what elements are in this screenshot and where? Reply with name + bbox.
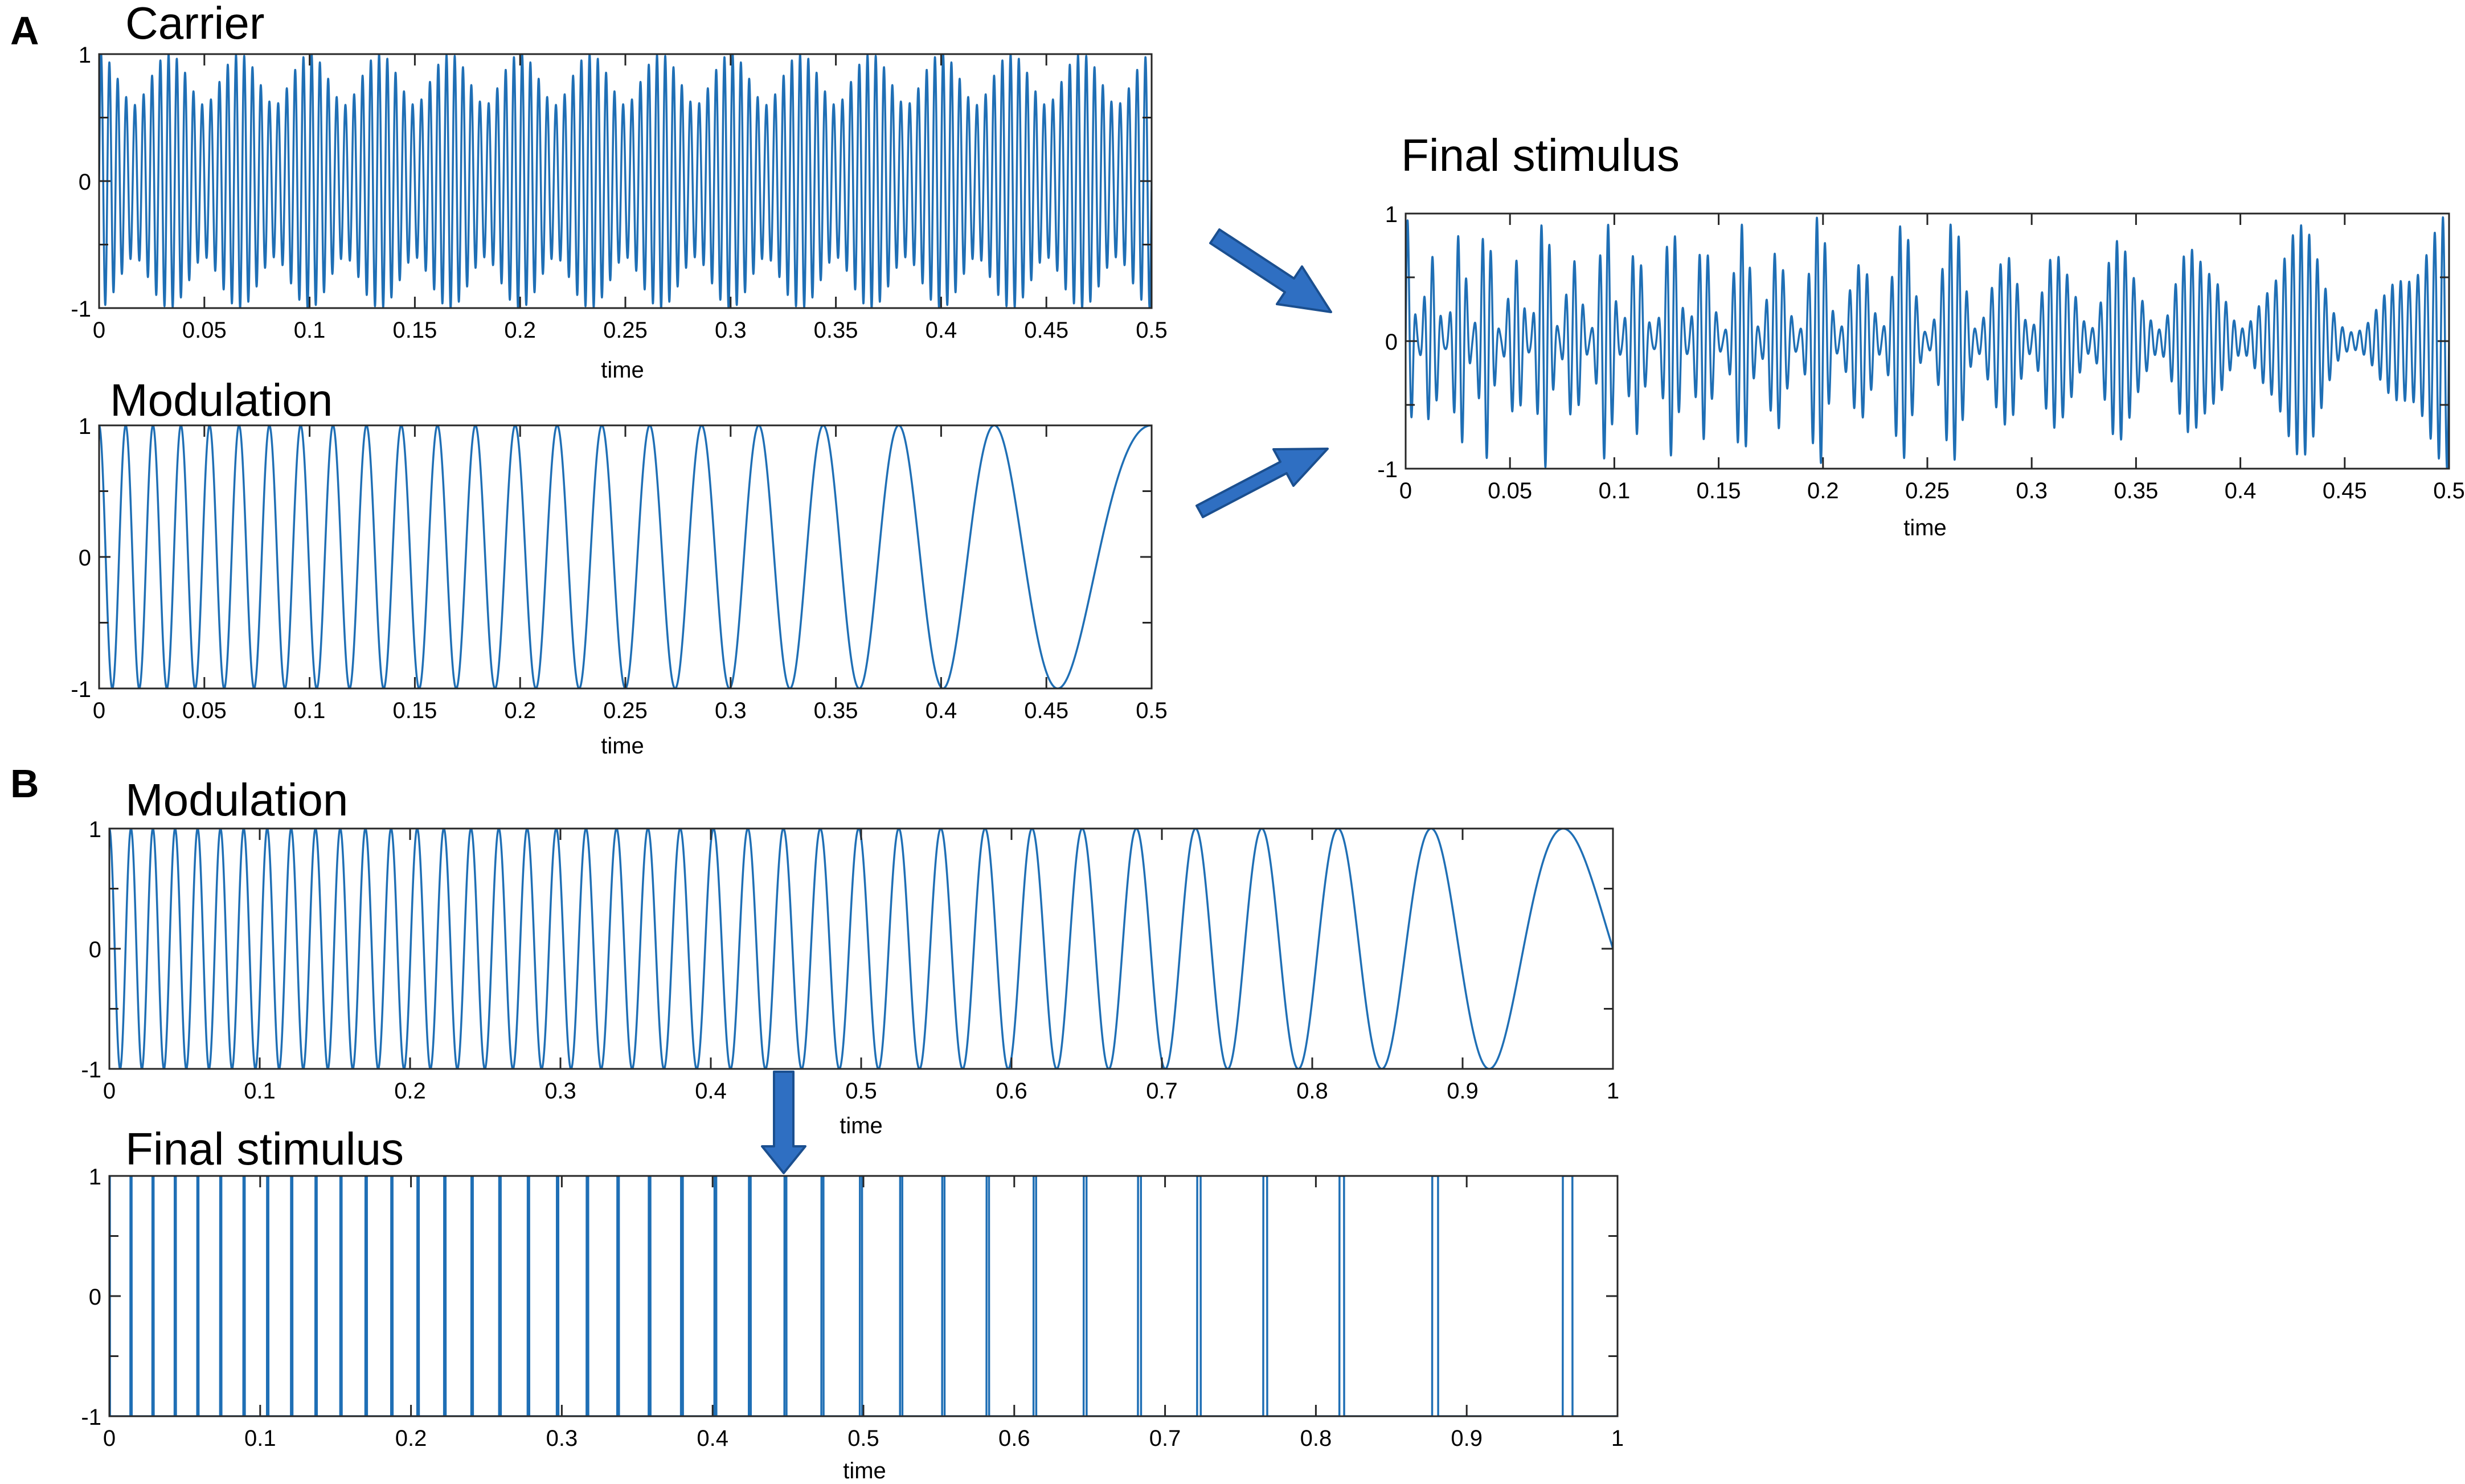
x-tick-label: 0.35 xyxy=(814,318,858,343)
x-tick-label: 0.6 xyxy=(998,1426,1030,1451)
y-tick-label: 0 xyxy=(79,546,91,571)
x-tick-label: 0.25 xyxy=(603,698,648,723)
final-stimulus-chart-b: Final stimulus time 0 0.1 0.2 0.3 0.4 0.5 0.6 0… xyxy=(81,1124,1624,1483)
y-tick-label: 1 xyxy=(89,1165,101,1190)
x-tick-label: 0.8 xyxy=(1300,1426,1332,1451)
x-tick-label: 0.2 xyxy=(395,1426,427,1451)
x-tick-label: 0.8 xyxy=(1296,1079,1328,1104)
x-tick-label: 0.5 xyxy=(845,1079,877,1104)
x-tick-label: 0.2 xyxy=(504,318,536,343)
x-tick-label: 0.3 xyxy=(546,1426,578,1451)
chart-title: Modulation xyxy=(125,774,348,825)
x-tick-label: 1 xyxy=(1611,1426,1624,1451)
x-tick-label: 0 xyxy=(93,318,105,343)
x-tick-label: 0.4 xyxy=(926,698,957,723)
arrow-modulation-to-final-b xyxy=(761,1071,806,1174)
x-tick-label: 0.3 xyxy=(2016,478,2048,503)
x-tick-label: 0.1 xyxy=(244,1426,276,1451)
x-tick-label: 0 xyxy=(103,1426,116,1451)
x-axis-label: time xyxy=(1903,515,1947,540)
panel-label-a: A xyxy=(10,9,39,53)
x-tick-label: 0.1 xyxy=(244,1079,276,1104)
x-tick-label: 0.45 xyxy=(1024,318,1068,343)
y-tick-label: 1 xyxy=(79,414,91,439)
arrow-modulation-to-final xyxy=(1195,448,1329,518)
x-axis-label: time xyxy=(601,358,644,383)
x-tick-label: 0.05 xyxy=(182,318,227,343)
y-tick-label: 0 xyxy=(1385,330,1398,355)
y-tick-label: 0 xyxy=(89,937,101,962)
x-tick-label: 1 xyxy=(1607,1079,1619,1104)
x-tick-label: 0.2 xyxy=(1807,478,1839,503)
x-tick-label: 0.15 xyxy=(392,318,437,343)
x-tick-label: 0.1 xyxy=(294,318,326,343)
x-tick-label: 0.25 xyxy=(1905,478,1950,503)
x-axis-label: time xyxy=(843,1458,886,1483)
x-tick-label: 0.3 xyxy=(544,1079,576,1104)
arrows xyxy=(761,228,1332,1174)
x-tick-label: 0.15 xyxy=(392,698,437,723)
data-series-line xyxy=(1406,216,2449,469)
arrow-carrier-to-final xyxy=(1209,228,1332,313)
x-axis-label: time xyxy=(840,1113,883,1138)
x-tick-label: 0.6 xyxy=(996,1079,1027,1104)
x-tick-label: 0.45 xyxy=(1024,698,1068,723)
x-tick-label: 0.7 xyxy=(1149,1426,1181,1451)
final-stimulus-chart: Final stimulus time 0 0.05 0.1 0.15 0.2 0.25 0… xyxy=(1377,130,2464,540)
x-tick-label: 0.5 xyxy=(1136,318,1168,343)
y-tick-label: 0 xyxy=(89,1285,101,1310)
x-tick-label: 0 xyxy=(93,698,105,723)
x-tick-label: 0.4 xyxy=(926,318,957,343)
x-tick-label: 0 xyxy=(1399,478,1412,503)
y-tick-label: -1 xyxy=(71,677,91,702)
x-tick-label: 0.2 xyxy=(504,698,536,723)
chart-title: Final stimulus xyxy=(125,1124,404,1174)
x-tick-label: 0.4 xyxy=(2225,478,2257,503)
x-tick-label: 0 xyxy=(103,1079,116,1104)
y-tick-label: -1 xyxy=(81,1405,101,1430)
x-tick-label: 0.05 xyxy=(1488,478,1532,503)
data-series-line xyxy=(99,54,1152,308)
x-tick-label: 0.9 xyxy=(1451,1426,1483,1451)
x-tick-label: 0.45 xyxy=(2323,478,2367,503)
x-tick-label: 0.3 xyxy=(715,318,747,343)
modulation-chart-b: Modulation time 0 0.1 0.2 0.3 0.4 0.5 0.6 0.7 0.… xyxy=(81,774,1619,1138)
y-tick-label: -1 xyxy=(71,297,91,322)
y-tick-label: 1 xyxy=(89,817,101,842)
x-tick-label: 0.7 xyxy=(1146,1079,1178,1104)
x-tick-label: 0.35 xyxy=(2114,478,2158,503)
data-series-line xyxy=(99,425,1152,688)
x-tick-label: 0.4 xyxy=(697,1426,728,1451)
chart-title: Final stimulus xyxy=(1401,130,1680,181)
y-tick-label: -1 xyxy=(81,1057,101,1083)
chart-title: Modulation xyxy=(110,375,333,425)
x-tick-label: 0.3 xyxy=(715,698,747,723)
chart-title: Carrier xyxy=(125,0,264,48)
y-tick-label: 0 xyxy=(79,170,91,195)
x-tick-label: 0.5 xyxy=(847,1426,879,1451)
x-tick-label: 0.15 xyxy=(1697,478,1741,503)
x-tick-label: 0.2 xyxy=(394,1079,426,1104)
x-tick-label: 0.25 xyxy=(603,318,648,343)
y-tick-label: -1 xyxy=(1377,457,1398,482)
x-tick-label: 0.35 xyxy=(814,698,858,723)
x-tick-label: 0.4 xyxy=(695,1079,727,1104)
x-tick-label: 0.1 xyxy=(1599,478,1631,503)
x-tick-label: 0.5 xyxy=(2433,478,2465,503)
modulation-chart: Modulation time 0 0.05 0.1 0.15 0.2 0.25 0.3 0.… xyxy=(71,375,1167,759)
x-tick-label: 0.5 xyxy=(1136,698,1168,723)
x-tick-label: 0.1 xyxy=(294,698,326,723)
y-tick-label: 1 xyxy=(79,43,91,68)
panel-label-b: B xyxy=(10,761,39,806)
carrier-chart: Carrier time 0 0.05 0.1 0.15 0.2 0.25 0.3 0.35 0… xyxy=(71,0,1167,383)
x-tick-label: 0.9 xyxy=(1447,1079,1479,1104)
x-axis-label: time xyxy=(601,733,644,759)
y-tick-label: 1 xyxy=(1385,202,1398,227)
x-tick-label: 0.05 xyxy=(182,698,227,723)
